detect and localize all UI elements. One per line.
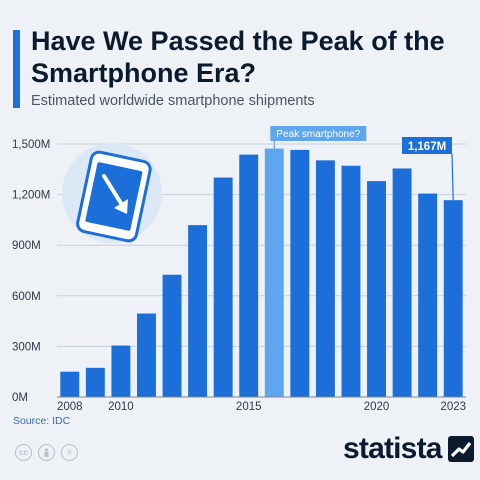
x-tick-label: 2023 (440, 401, 466, 410)
peak-callout-box (270, 126, 367, 141)
x-tick-label: 2010 (108, 401, 134, 410)
attribution-icon (38, 444, 55, 461)
y-tick-label: 300M (12, 341, 41, 353)
bar (264, 148, 284, 397)
value-label-leader (451, 153, 454, 201)
bar (239, 154, 259, 397)
y-tick-label: 1,200M (12, 190, 50, 202)
arrow-head-icon (114, 199, 128, 214)
x-tick-label: 2015 (236, 401, 262, 410)
title-accent-bar (13, 30, 20, 108)
value-label-box (402, 137, 452, 154)
creative-commons-icon: cc (15, 444, 32, 461)
bar (111, 345, 131, 397)
license-icons: cc = (15, 444, 78, 461)
bar (162, 274, 182, 397)
peak-callout-label: Peak smartphone? (276, 129, 360, 140)
x-tick-label: 2020 (364, 401, 390, 410)
source-note[interactable]: Source: IDC (13, 415, 71, 427)
bar (60, 371, 80, 397)
phone-screen (85, 162, 143, 231)
bar (290, 149, 310, 397)
chart-area: 0M 300M 600M 900M 1,200M 1,500M 2008 2010 2015 20… (12, 126, 466, 410)
no-derivatives-icon: = (61, 444, 78, 461)
bar (367, 181, 386, 397)
y-tick-label: 600M (12, 291, 41, 303)
y-tick-label: 900M (12, 240, 41, 252)
bar (443, 200, 463, 397)
value-label: 1,167M (408, 141, 446, 153)
bar (418, 193, 438, 397)
y-tick-label: 1,500M (12, 139, 50, 151)
bar (341, 165, 361, 397)
bar (213, 177, 233, 397)
y-tick-label: 0M (12, 392, 28, 404)
statista-logo-icon (447, 436, 474, 462)
bar (137, 313, 156, 397)
arrow-down-icon (102, 174, 126, 210)
bar (85, 367, 105, 397)
logo-wordmark: statista (343, 432, 442, 465)
bar (392, 168, 412, 397)
bar (188, 225, 208, 397)
chart-subtitle: Estimated worldwide smartphone shipments (31, 93, 315, 109)
chart-title: Have We Passed the Peak of the Smartphon… (31, 26, 445, 88)
statista-logo[interactable]: statista (343, 432, 474, 466)
x-tick-label: 2008 (57, 401, 83, 410)
bar (315, 160, 335, 397)
